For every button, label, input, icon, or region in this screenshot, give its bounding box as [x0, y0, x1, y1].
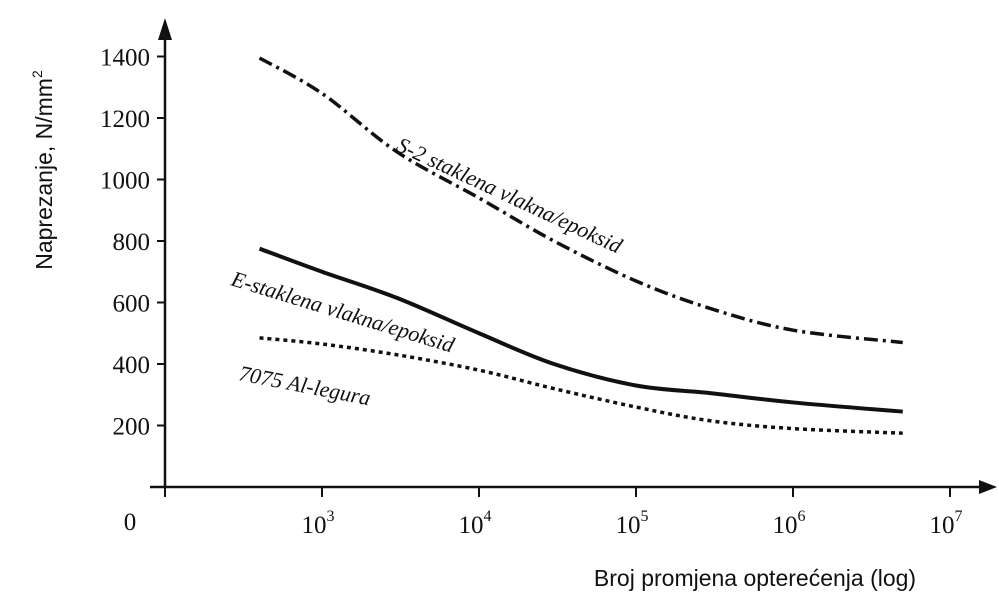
x-tick-label: 104 [459, 508, 492, 539]
series-label-3: 7075 Al-legura [237, 360, 373, 410]
series-line-2 [258, 246, 903, 414]
x-tick-label: 105 [616, 508, 649, 539]
y-tick-label: 1400 [100, 45, 150, 72]
y-axis-title: Naprezanje, N/mm2 [29, 70, 57, 270]
x-axis-title: Broj promjena opterećenja (log) [594, 565, 916, 591]
y-axis-arrow [158, 18, 172, 40]
y-tick-label: 200 [113, 414, 151, 441]
y-tick-label: 600 [113, 291, 151, 318]
x-axis-arrow [979, 480, 997, 494]
origin-label: 0 [124, 509, 137, 536]
series-line-1 [258, 56, 903, 345]
x-tick-label: 103 [302, 508, 335, 539]
y-tick-label: 1000 [100, 168, 150, 195]
chart-series [258, 56, 903, 435]
x-tick-label: 107 [930, 508, 963, 539]
chart-ticks: 200 400 600 800 1000 1200 1400 103 104 105 106 107 [100, 45, 963, 540]
chart-axes [150, 18, 997, 497]
y-tick-label: 800 [113, 229, 151, 256]
x-tick-label: 106 [773, 508, 806, 539]
y-tick-label: 1200 [100, 106, 150, 133]
series-label-1: S-2 staklena vlakna/epoksid [393, 132, 627, 259]
series-line-3 [259, 336, 903, 435]
y-tick-label: 400 [113, 352, 151, 379]
